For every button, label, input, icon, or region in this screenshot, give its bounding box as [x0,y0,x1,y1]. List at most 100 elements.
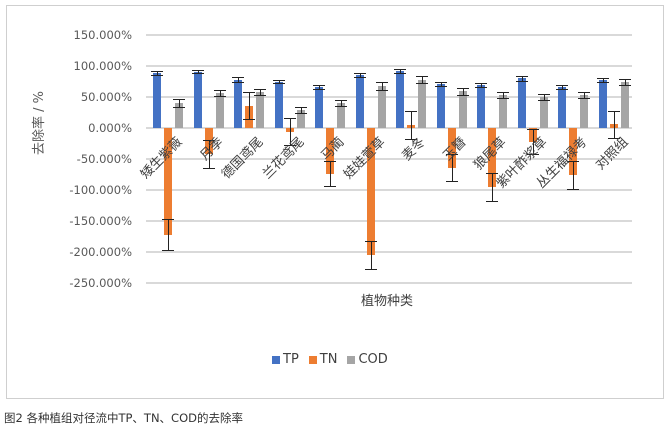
error-bar [562,85,564,89]
x-category-label: 对照组 [592,134,632,174]
error-bar [168,219,170,251]
bar-cod[interactable] [458,91,467,128]
bar-cod[interactable] [620,82,629,128]
error-cap [578,98,591,100]
y-tick-label: 100.000% [73,59,132,73]
error-cap [475,87,488,89]
bar-tp[interactable] [598,80,607,128]
error-cap [445,181,458,183]
error-cap [162,250,175,252]
error-cap [254,95,267,97]
bar-tp[interactable] [396,70,405,128]
bar-tn[interactable] [164,128,173,235]
error-bar [260,88,262,96]
error-cap [272,79,285,81]
gridline [146,158,632,160]
error-bar [481,83,483,88]
error-cap [405,111,418,113]
figure-caption: 图2 各种植组对径流中TP、TN、COD的去除率 [4,411,243,425]
gridline [146,251,632,253]
error-cap [497,98,510,100]
bar-cod[interactable] [337,103,346,128]
error-cap [515,80,528,82]
error-bar [341,100,343,107]
error-cap [596,78,609,80]
error-cap [567,188,580,190]
bar-cod[interactable] [296,110,305,128]
bar-tn[interactable] [447,128,456,168]
error-bar [238,77,240,83]
y-tick-label: 0.000% [88,121,132,135]
bar-cod[interactable] [418,79,427,128]
error-cap [283,145,296,147]
y-axis-title: 去除率 / % [32,91,47,155]
bar-cod[interactable] [256,92,265,128]
bar-tp[interactable] [234,79,243,128]
plot-area: 150.000% 100.000% 50.000% 0.000% -50.000% -10… [69,28,632,290]
bar-tp[interactable] [355,74,364,128]
error-cap [486,173,499,175]
error-bar [411,111,413,139]
error-cap [526,129,539,131]
bar-tp[interactable] [558,87,567,128]
chart-frame [6,5,664,399]
bar-cod[interactable] [377,85,386,128]
bar-cod[interactable] [499,95,508,128]
gridline [146,127,632,129]
error-cap [618,85,631,87]
error-cap [364,268,377,270]
error-cap [607,110,620,112]
bar-tp[interactable] [193,71,202,128]
error-bar [602,78,604,83]
error-cap [243,119,256,121]
error-cap [335,106,348,108]
error-bar [462,88,464,95]
legend-swatch-cod [347,355,356,364]
error-cap [526,154,539,156]
error-bar [521,75,523,81]
error-cap [556,85,569,87]
error-bar [440,82,442,86]
bar-tp[interactable] [477,85,486,128]
bar-tp[interactable] [315,87,324,128]
bar-tp[interactable] [153,72,162,128]
error-bar [359,72,361,77]
bar-tn[interactable] [326,128,335,174]
bar-tp[interactable] [517,78,526,128]
error-cap [213,95,226,97]
legend-item-tn[interactable]: TN [308,352,338,367]
error-cap [394,72,407,74]
error-cap [416,83,429,85]
legend: TP TN COD [272,352,388,367]
error-cap [254,88,267,90]
error-cap [173,106,186,108]
error-cap [405,138,418,140]
bar-tp[interactable] [274,81,283,128]
error-bar [197,69,199,74]
error-cap [475,83,488,85]
y-tick-label: 50.000% [80,90,132,104]
y-tick-label: -100.000% [69,183,132,197]
legend-label-tn: TN [319,352,338,367]
bar-cod[interactable] [580,95,589,128]
error-cap [232,77,245,79]
error-cap [324,161,337,163]
bar-tn[interactable] [366,128,375,256]
error-bar [503,92,505,99]
bar-cod[interactable] [539,97,548,128]
y-tick-label: -200.000% [69,245,132,259]
bar-tp[interactable] [436,83,445,128]
bar-cod[interactable] [175,103,184,128]
gridline [146,34,632,36]
bar-tn[interactable] [488,128,497,187]
legend-item-tp[interactable]: TP [272,352,299,367]
bar-cod[interactable] [215,92,224,128]
bar-tn[interactable] [569,128,578,176]
error-bar [219,89,221,96]
error-bar [278,79,280,84]
error-bar [492,173,494,201]
error-cap [375,89,388,91]
error-cap [191,73,204,75]
error-cap [313,85,326,87]
legend-item-cod[interactable]: COD [347,352,388,367]
